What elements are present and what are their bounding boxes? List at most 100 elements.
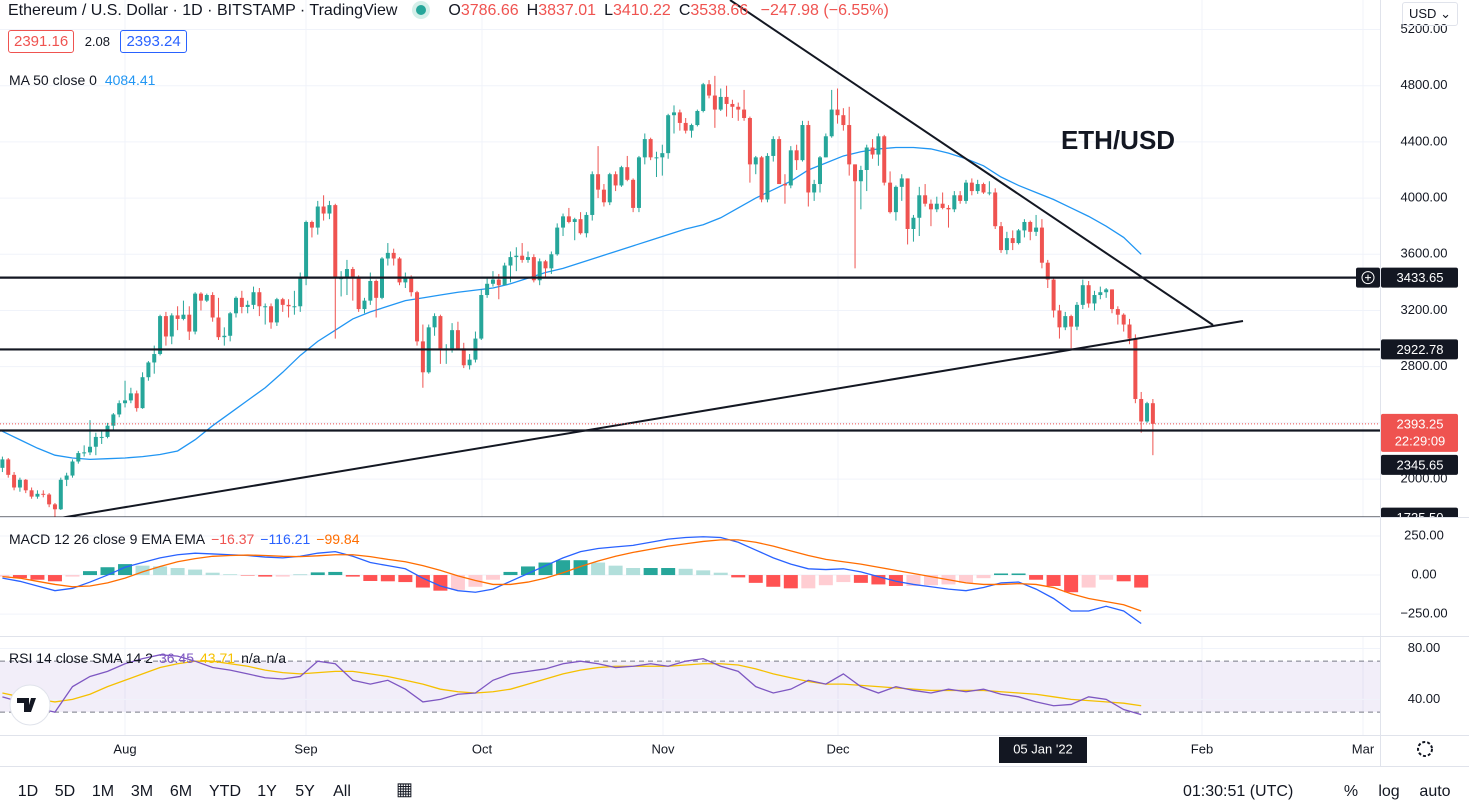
bottom-toolbar: ▦ 01:30:51 (UTC) 1D 5D 1M 3M 6M YTD 1Y 5Y All% lo…	[0, 766, 1469, 810]
candle-body	[660, 153, 665, 158]
candle-body	[455, 330, 460, 349]
candle-body	[1110, 289, 1114, 310]
y-tick-label: 3200.00	[1401, 302, 1448, 317]
range-button[interactable]: 1D	[17, 783, 39, 800]
settings-button[interactable]	[1417, 741, 1433, 757]
candle-body	[952, 195, 957, 210]
candle-body	[292, 306, 297, 308]
macd-line	[2, 536, 1142, 625]
candle-body	[239, 297, 244, 307]
candle-body	[975, 184, 980, 192]
candle-body	[712, 95, 717, 110]
candle-body	[152, 354, 157, 363]
macd-histogram-bar	[994, 573, 1009, 576]
candle-body	[1092, 295, 1097, 304]
candle-body	[23, 479, 28, 491]
y-tick-label: 4800.00	[1401, 77, 1448, 92]
macd-histogram-bar	[100, 567, 115, 576]
range-button[interactable]: 6M	[169, 783, 193, 800]
candle-body	[823, 136, 828, 158]
candle-body	[321, 206, 326, 214]
candle-body	[940, 203, 945, 208]
rsi-legend-value: 36.45	[158, 650, 195, 666]
candle-body	[619, 167, 624, 186]
y-tick-label: 40.00	[1408, 691, 1441, 706]
macd-histogram-bar	[661, 568, 676, 576]
candle-body	[82, 452, 87, 454]
candle-body	[461, 348, 466, 366]
rsi-legend-value: 43.71	[200, 650, 236, 666]
ohlc-value: 3538.66	[690, 2, 749, 19]
scale-option[interactable]: %	[1343, 783, 1359, 800]
candle-body	[88, 446, 92, 453]
candle-body	[917, 195, 922, 218]
range-button[interactable]: 5Y	[295, 783, 315, 800]
candle-body	[794, 150, 799, 161]
range-button[interactable]: 1M	[91, 783, 115, 800]
range-button[interactable]: 1Y	[257, 783, 277, 800]
macd-histogram-bar	[328, 571, 343, 576]
x-tick-label: Dec	[826, 741, 850, 756]
rsi-legend-value: n/a	[266, 650, 286, 666]
rsi-band	[0, 661, 1380, 713]
macd-histogram-bar	[153, 566, 168, 576]
candle-body	[193, 293, 198, 332]
candle-body	[747, 118, 752, 165]
candle-body	[169, 315, 174, 337]
candle-body	[561, 216, 566, 228]
candle-body	[280, 299, 285, 305]
candle-body	[1034, 227, 1039, 232]
ask[interactable]: 2393.24	[120, 30, 187, 53]
candle-body	[496, 279, 501, 286]
y-tick-label: 4400.00	[1401, 133, 1448, 148]
candle-body	[987, 192, 992, 194]
range-button[interactable]: All	[333, 783, 351, 800]
candle-body	[683, 122, 688, 131]
candle-body	[1080, 285, 1085, 305]
add-icon	[1365, 274, 1371, 281]
macd-histogram-bar	[363, 575, 378, 581]
bid[interactable]: 2391.16	[8, 30, 75, 53]
candle-body	[899, 178, 904, 187]
calendar-button[interactable]: ▦	[396, 779, 414, 799]
candle-body	[356, 278, 361, 310]
tv-logo	[17, 698, 36, 712]
candle-body	[52, 504, 57, 510]
y-tick-label: 3600.00	[1401, 246, 1448, 261]
macd-histogram-bar	[1116, 575, 1131, 582]
rsi-legend: RSI 14 close SMA 14 2 36.45 43.71 n/a n/a	[9, 650, 286, 666]
candle-body	[566, 216, 571, 222]
candle-body	[1121, 314, 1126, 325]
range-button[interactable]: 5D	[54, 783, 76, 800]
candle-body	[438, 316, 443, 349]
macd-histogram-bar	[65, 575, 80, 577]
main-pane	[0, 0, 1380, 735]
candle-body	[76, 453, 81, 462]
candle-body	[163, 316, 168, 337]
candle-body	[537, 261, 542, 281]
scale-option[interactable]: auto	[1419, 783, 1451, 800]
candle-body	[234, 297, 238, 314]
range-button[interactable]: 3M	[130, 783, 154, 800]
range-button[interactable]: YTD	[209, 783, 241, 800]
scale-option[interactable]: log	[1378, 783, 1400, 800]
ohlc-key: O	[448, 2, 461, 19]
rsi-legend-value: n/a	[241, 650, 261, 666]
candle-body	[993, 192, 998, 227]
macd-histogram-bar	[906, 575, 921, 586]
candle-body	[6, 459, 11, 475]
candle-body	[701, 84, 706, 111]
candle-body	[35, 493, 40, 497]
candle-body	[17, 479, 22, 488]
candle-body	[777, 139, 782, 185]
currency-button[interactable]: USD ⌄	[1402, 2, 1458, 26]
macd-histogram-bar	[118, 564, 133, 576]
candle-body	[724, 96, 729, 104]
candle-body	[806, 125, 811, 193]
candle-body	[117, 403, 122, 415]
candle-body	[47, 494, 52, 505]
annotation: ETH/USD	[1061, 125, 1175, 155]
crosshair-date-bg	[999, 737, 1087, 763]
candle-body	[753, 157, 758, 165]
symbol[interactable]: Ethereum / U.S. Dollar · 1D · BITSTAMP ·…	[8, 2, 398, 19]
